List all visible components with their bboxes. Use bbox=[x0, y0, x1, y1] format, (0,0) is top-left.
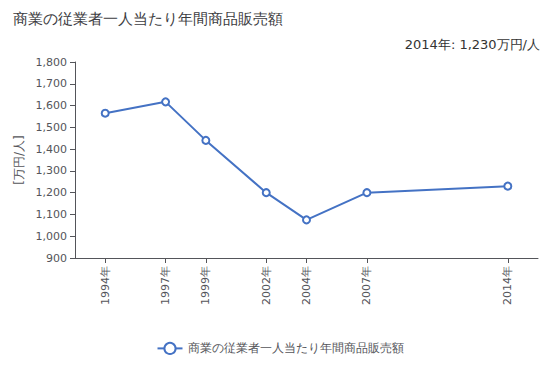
svg-text:2014年: 1,230万円/人: 2014年: 1,230万円/人 bbox=[405, 37, 540, 52]
svg-text:1,700: 1,700 bbox=[36, 77, 68, 90]
svg-text:1,600: 1,600 bbox=[36, 99, 68, 112]
svg-text:商業の従業者一人当たり年間商品販売額: 商業の従業者一人当たり年間商品販売額 bbox=[13, 10, 283, 28]
svg-text:2007年: 2007年 bbox=[360, 266, 373, 305]
svg-text:1,300: 1,300 bbox=[36, 164, 68, 177]
svg-text:1999年: 1999年 bbox=[199, 266, 212, 305]
svg-text:1,500: 1,500 bbox=[36, 121, 68, 134]
svg-text:1994年: 1994年 bbox=[99, 266, 112, 305]
svg-text:2014年: 2014年 bbox=[501, 266, 514, 305]
svg-text:2002年: 2002年 bbox=[260, 266, 273, 305]
svg-text:[万円/人]: [万円/人] bbox=[12, 135, 26, 184]
svg-text:1997年: 1997年 bbox=[159, 266, 172, 305]
svg-text:1,100: 1,100 bbox=[36, 208, 68, 221]
svg-text:商業の従業者一人当たり年間商品販売額: 商業の従業者一人当たり年間商品販売額 bbox=[188, 341, 404, 355]
svg-text:900: 900 bbox=[46, 252, 67, 265]
svg-text:1,800: 1,800 bbox=[36, 56, 68, 69]
svg-text:2004年: 2004年 bbox=[300, 266, 313, 305]
svg-text:1,400: 1,400 bbox=[36, 143, 68, 156]
svg-text:1,000: 1,000 bbox=[36, 230, 68, 243]
svg-text:1,200: 1,200 bbox=[36, 186, 68, 199]
